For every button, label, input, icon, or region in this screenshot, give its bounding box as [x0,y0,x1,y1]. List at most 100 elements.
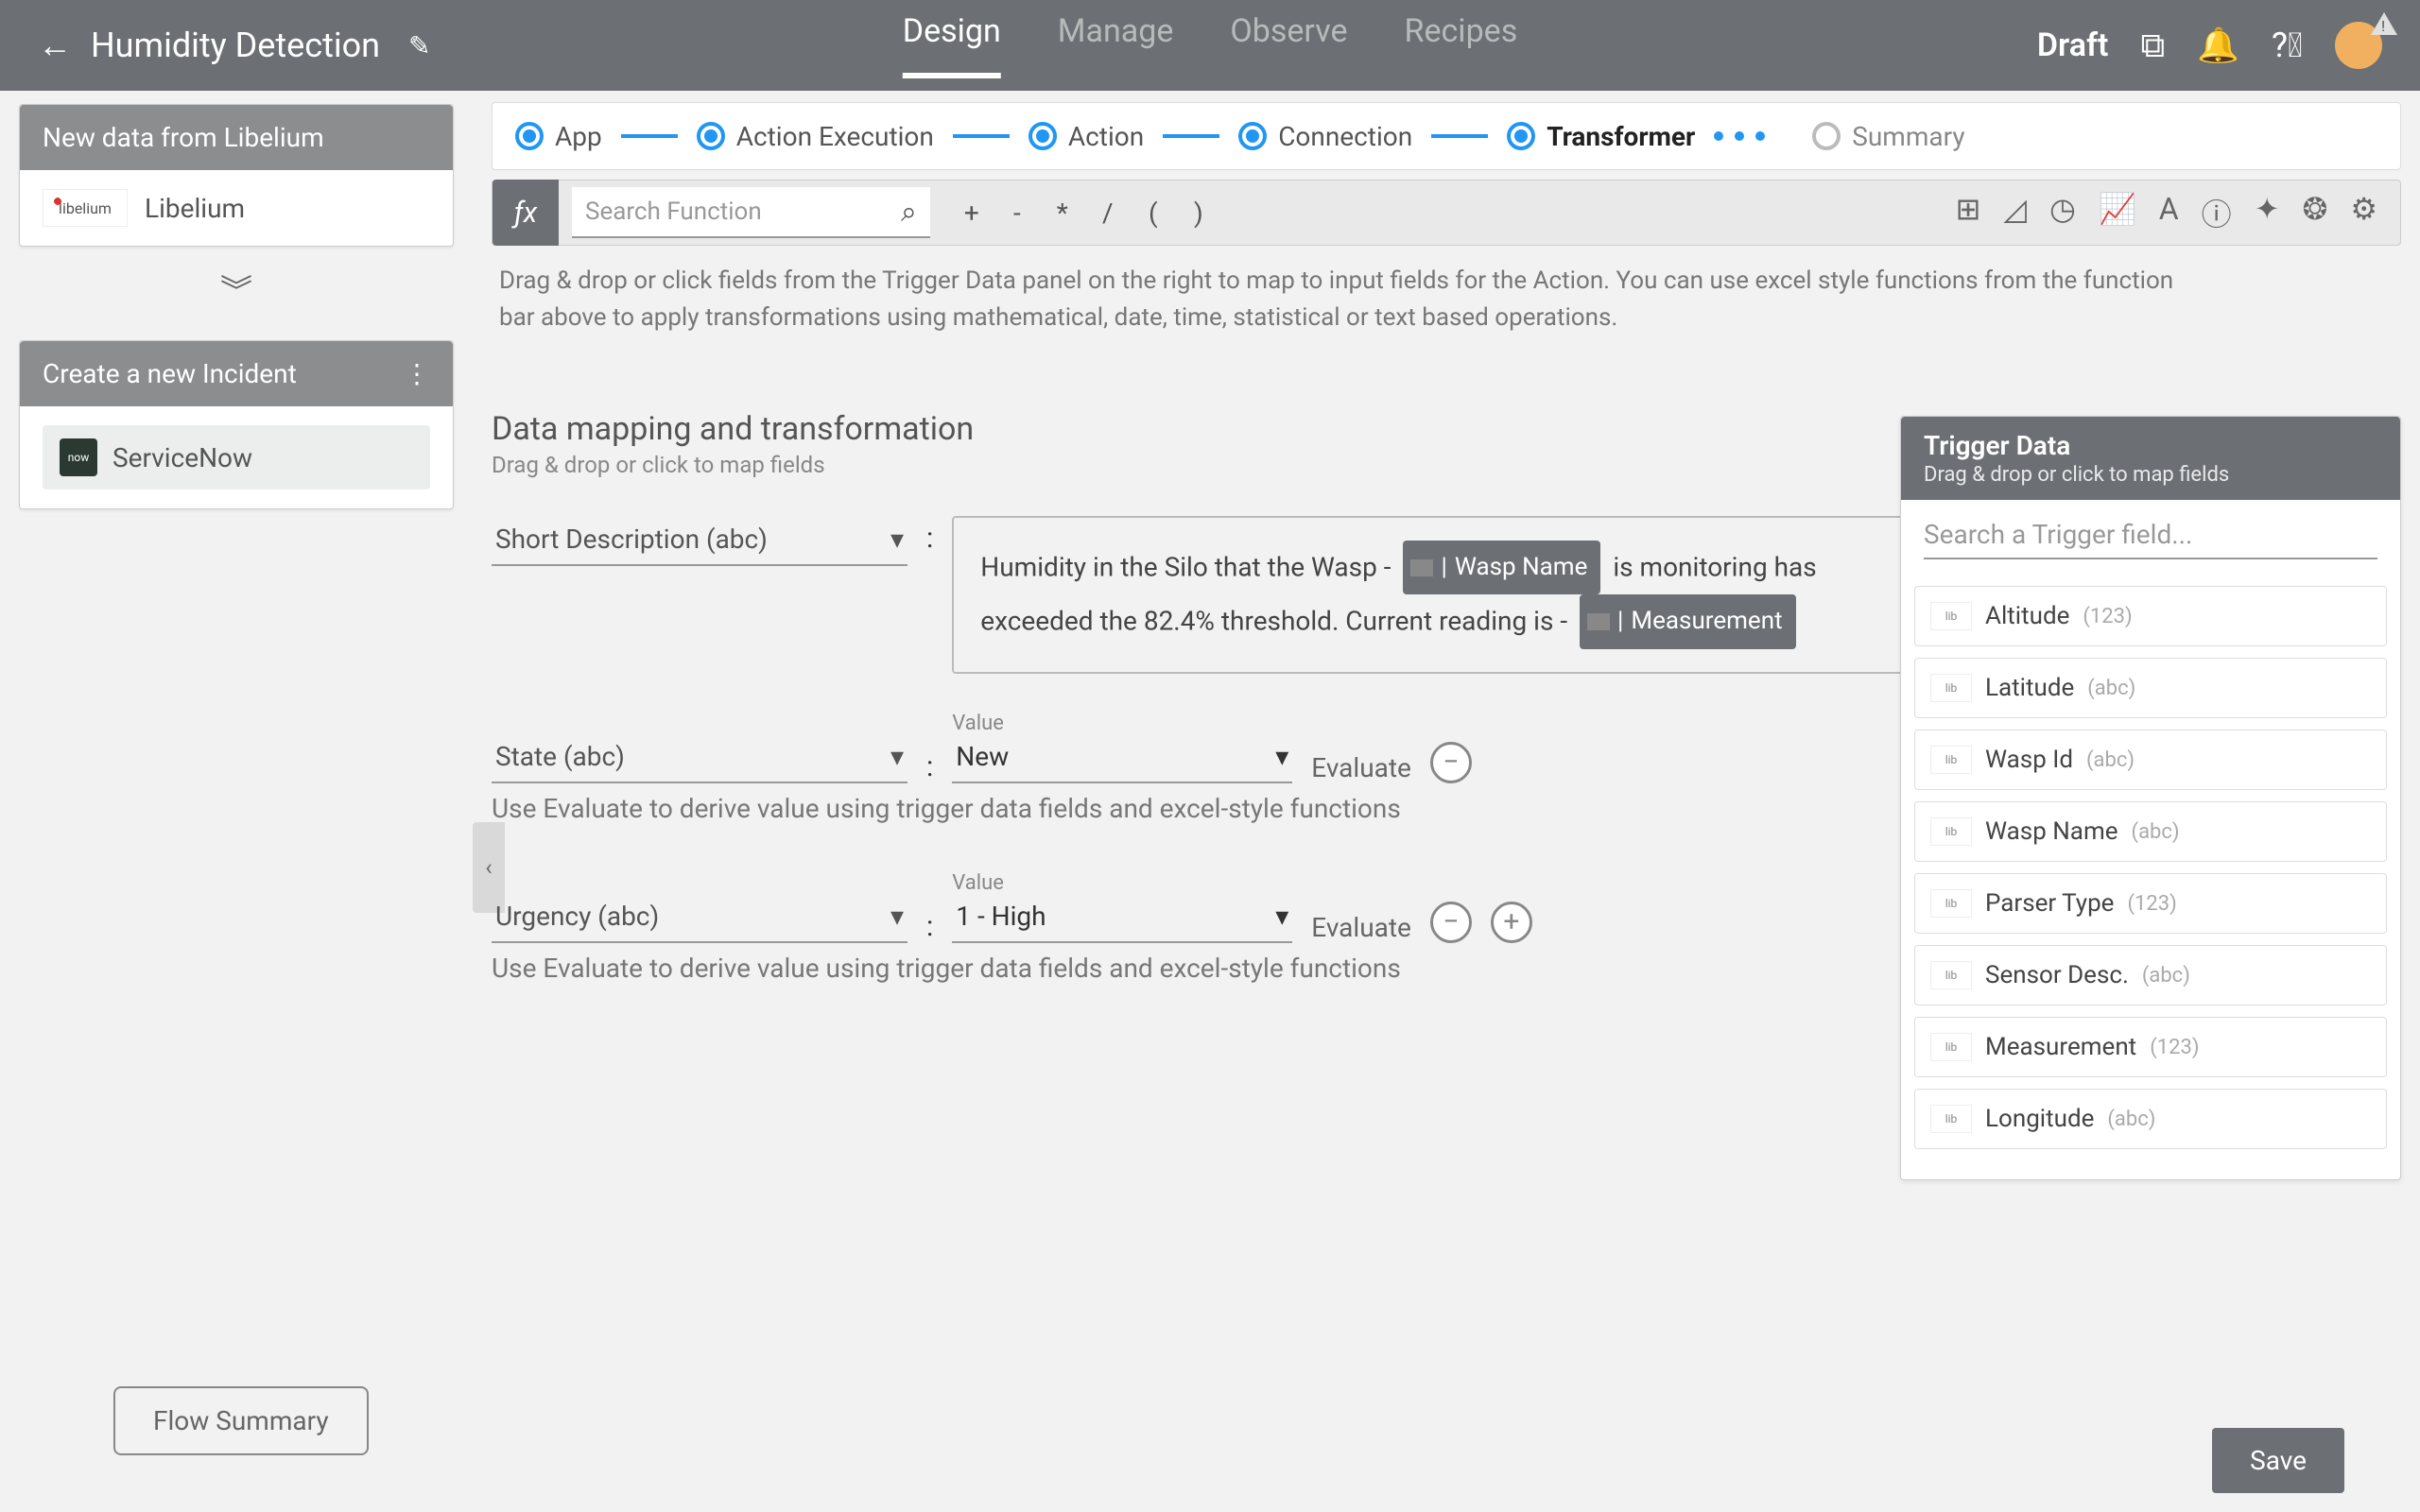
search-function-input[interactable] [585,198,901,226]
math-icon[interactable]: ⊞ [1956,191,1981,234]
text-icon[interactable]: A [2159,191,2179,234]
add-row-button[interactable]: + [1491,902,1532,943]
help-icon[interactable]: ?⃝ [2272,26,2303,65]
bulb-icon[interactable]: ✦ [2255,191,2280,234]
trigger-card[interactable]: New data from Libelium libelium Libelium [19,104,454,247]
step-summary[interactable]: Summary [1812,121,1964,152]
step-more-dots [1714,131,1765,141]
op-div[interactable]: / [1089,194,1127,232]
op-lparen[interactable]: ( [1134,194,1172,232]
op-rparen[interactable]: ) [1180,194,1218,232]
op-mult[interactable]: * [1044,194,1081,232]
chip-measurement[interactable]: |Measurement [1580,594,1796,648]
step-action-execution[interactable]: Action Execution [697,121,934,152]
trigger-field-item[interactable]: libSensor Desc.(abc) [1914,945,2387,1005]
trigger-field-item[interactable]: libAltitude(123) [1914,586,2387,646]
trigger-field-type: (123) [2083,605,2132,628]
trigger-field-name: Wasp Id [1985,746,2073,774]
search-function-field[interactable]: ⌕ [572,187,930,238]
trigger-field-item[interactable]: libWasp Id(abc) [1914,730,2387,790]
edit-icon[interactable]: ✎ [408,30,430,61]
libelium-logo-icon: lib [1930,1105,1972,1133]
chevron-down-icon: ▾ [1275,741,1288,772]
field-state[interactable]: State (abc)▾ [492,733,908,783]
trigger-field-type: (abc) [2086,748,2135,772]
step-action[interactable]: Action [1028,121,1144,152]
step-app[interactable]: App [515,121,602,152]
trigger-field-name: Measurement [1985,1033,2136,1061]
flow-arrow-icon: ︾ [19,266,454,312]
remove-row-button[interactable]: − [1430,742,1472,783]
op-minus[interactable]: - [998,194,1036,232]
top-header: ← Humidity Detection ✎ Design Manage Obs… [0,0,2420,91]
status-label: Draft [2037,26,2109,64]
open-external-icon[interactable]: ⧉ [2140,26,2165,66]
trigger-data-panel: Trigger Data Drag & drop or click to map… [1900,416,2401,1180]
short-description-value[interactable]: Humidity in the Silo that the Wasp - |Wa… [952,516,1954,674]
tab-design[interactable]: Design [903,12,1001,78]
step-transformer[interactable]: Transformer [1507,121,1695,152]
trigger-field-item[interactable]: libMeasurement(123) [1914,1017,2387,1077]
trigger-search-field[interactable] [1924,519,2377,559]
value-label: Value [952,712,1292,735]
trigger-field-type: (abc) [2142,964,2190,988]
field-short-description[interactable]: Short Description (abc)▾ [492,516,908,566]
main-panel: ƒx ⌕ + - * / ( ) ⊞ ◿ ◷ 📈 A ⓘ ✦ ❂ ⚙ Drag … [492,180,2401,1493]
trigger-field-item[interactable]: libLatitude(abc) [1914,658,2387,718]
info-icon[interactable]: ⓘ [2202,191,2232,234]
trigger-field-list: libAltitude(123)libLatitude(abc)libWasp … [1901,569,2400,1179]
trigger-field-name: Wasp Name [1985,817,2118,846]
urgency-value-select[interactable]: 1 - High▾ [952,897,1292,943]
hint-text: Drag & drop or click fields from the Tri… [492,246,2193,353]
tab-recipes[interactable]: Recipes [1405,12,1518,78]
trigger-field-type: (abc) [2087,677,2135,700]
chevron-down-icon: ▾ [1275,901,1288,932]
trigger-field-item[interactable]: lib Longitude (abc) [1914,1089,2387,1149]
trigger-field-item[interactable]: libParser Type(123) [1914,873,2387,934]
libelium-logo-icon: lib [1930,602,1972,630]
libelium-logo-icon: lib [1930,961,1972,989]
trigger-provider-name: Libelium [145,193,245,224]
bell-icon[interactable]: 🔔 [2197,26,2239,65]
gears-icon[interactable]: ⚙ [2350,191,2377,234]
trigger-field-name: Longitude [1985,1105,2094,1133]
action-card-title: Create a new Incident [43,358,297,389]
trigger-panel-subtitle: Drag & drop or click to map fields [1924,463,2377,487]
function-bar: ƒx ⌕ + - * / ( ) ⊞ ◿ ◷ 📈 A ⓘ ✦ ❂ ⚙ [492,180,2401,246]
libelium-logo-icon: lib [1930,817,1972,846]
action-card[interactable]: Create a new Incident ⋮ now ServiceNow [19,340,454,509]
tab-observe[interactable]: Observe [1230,12,1347,78]
avatar[interactable] [2335,22,2382,69]
trigger-field-type: (abc) [2107,1108,2155,1131]
chevron-down-icon: ▾ [890,901,904,932]
trigger-field-type: (123) [2127,892,2176,916]
trigger-panel-title: Trigger Data [1924,430,2377,461]
trigger-search-input[interactable] [1924,519,2377,550]
brain-icon[interactable]: ❂ [2303,191,2328,234]
trigger-field-item[interactable]: libWasp Name(abc) [1914,801,2387,862]
chip-wasp-name[interactable]: |Wasp Name [1403,541,1600,594]
libelium-logo-icon: lib [1930,1033,1972,1061]
clock-icon[interactable]: ◷ [2049,191,2076,234]
field-urgency[interactable]: Urgency (abc)▾ [492,893,908,943]
evaluate-link[interactable]: Evaluate [1311,889,1411,943]
action-provider-name: ServiceNow [112,442,252,473]
search-icon[interactable]: ⌕ [901,196,917,229]
chart-icon[interactable]: 📈 [2099,191,2136,234]
angle-icon[interactable]: ◿ [2003,191,2027,234]
libelium-logo-icon: lib [1930,674,1972,702]
card-menu-icon[interactable]: ⋮ [404,358,430,389]
libelium-logo-icon: libelium [43,189,128,227]
back-arrow-icon[interactable]: ← [38,26,72,65]
fx-icon[interactable]: ƒx [493,180,559,246]
evaluate-link[interactable]: Evaluate [1311,730,1411,783]
libelium-logo-icon: lib [1930,889,1972,918]
state-value-select[interactable]: New▾ [952,737,1292,783]
flow-summary-button[interactable]: Flow Summary [113,1386,369,1455]
value-label: Value [952,871,1292,895]
save-button[interactable]: Save [2212,1428,2344,1493]
step-connection[interactable]: Connection [1238,121,1412,152]
remove-row-button[interactable]: − [1430,902,1472,943]
op-plus[interactable]: + [953,194,991,232]
tab-manage[interactable]: Manage [1058,12,1174,78]
